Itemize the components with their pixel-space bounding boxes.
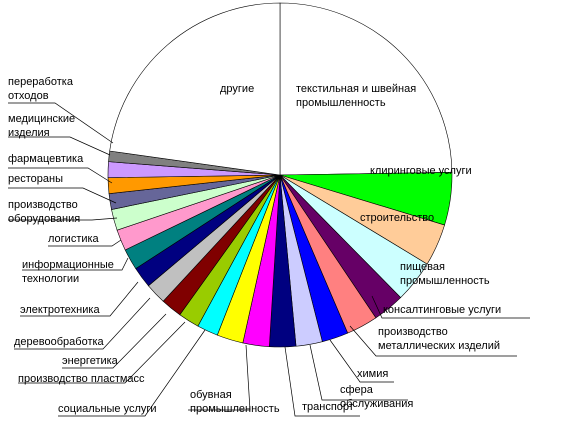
- slice-label-социальные-услуги: социальные услуги: [58, 403, 157, 415]
- slice-1-текстильная-и-швейная-промышленность: [279, 2, 453, 176]
- slice-label-клиринговые-услуги: клиринговые услуги: [370, 165, 472, 177]
- slice-label-производство-металлических-изделий: производство металлических изделий: [378, 326, 500, 352]
- leader-line-фармацевтика: [8, 167, 113, 184]
- slice-label-транспорт: транспорт: [302, 401, 354, 413]
- leader-line-производство-оборудования: [8, 217, 118, 221]
- slice-label-производство-пластмасс: производство пластмасс: [18, 373, 145, 385]
- slice-label-другие: другие: [220, 83, 254, 95]
- leader-line-электротехника: [20, 281, 139, 317]
- slice-label-деревообработка: деревообработка: [14, 336, 105, 348]
- slice-label-переработка-отходов: переработка отходов: [8, 76, 74, 102]
- leader-line-энергетика: [62, 313, 167, 369]
- slice-label-производство-оборудования: производство оборудования: [8, 199, 80, 225]
- slice-label-информационные-технологии: информационные технологии: [22, 259, 114, 285]
- leader-line-рестораны: [8, 187, 117, 204]
- slice-labels: текстильная и швейная промышленность клири…: [8, 76, 501, 415]
- slice-label-логистика: логистика: [48, 233, 100, 245]
- slice-label-электротехника: электротехника: [20, 304, 100, 316]
- pie-slices: [107, 2, 453, 348]
- leader-line-логистика: [48, 239, 122, 247]
- leader-line-производство-металлических-изделий: [349, 325, 517, 357]
- slice-label-сфера-обслуживания: сфера обслуживания: [340, 384, 413, 410]
- leader-line-социальные-услуги: [58, 329, 206, 417]
- slice-label-консалтинговые-услуги: консалтинговые услуги: [383, 304, 501, 316]
- leader-lines: [8, 102, 530, 417]
- leader-line-обувная-промышленность: [188, 344, 251, 411]
- leader-line-переработка-отходов: [8, 102, 114, 144]
- slice-label-рестораны: рестораны: [8, 173, 63, 185]
- leader-line-транспорт: [284, 346, 360, 417]
- leader-line-химия: [329, 339, 394, 383]
- leader-line-медицинские-изделия: [8, 136, 111, 156]
- slice-24-другие: [109, 2, 281, 176]
- slice-label-энергетика: энергетика: [62, 355, 119, 367]
- slice-label-обувная-промышленность: обувная промышленность: [190, 389, 280, 415]
- slice-label-строительство: строительство: [360, 212, 434, 224]
- leader-line-консалтинговые-услуги: [371, 295, 530, 319]
- slice-label-медицинские-изделия: медицинские изделия: [8, 113, 75, 139]
- leader-line-информационные-технологии: [22, 257, 129, 271]
- leader-line-производство-пластмасс: [18, 321, 186, 384]
- slice-label-пищевая-промышленность: пищевая промышленность: [400, 261, 490, 287]
- leader-line-деревообработка: [14, 297, 151, 350]
- slice-label-фармацевтика: фармацевтика: [8, 153, 84, 165]
- slice-label-химия: химия: [357, 368, 388, 380]
- leader-line-сфера-обслуживания: [309, 344, 408, 401]
- slice-label-текстильная-и-швейная-промышленность: текстильная и швейная промышленность: [296, 83, 416, 109]
